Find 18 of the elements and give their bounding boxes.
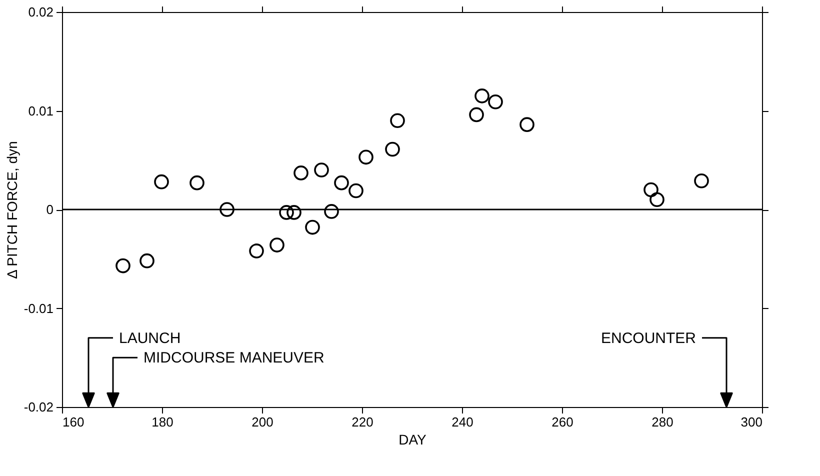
- x-tick-label: 220: [352, 414, 374, 430]
- x-tick-label: 200: [252, 414, 274, 430]
- x-tick-label: 160: [62, 414, 84, 430]
- y-tick-label: 0.02: [28, 4, 54, 20]
- x-tick-label: 280: [652, 414, 674, 430]
- x-tick-label: 300: [740, 414, 762, 430]
- ref-line-label: LAUNCH: [119, 330, 181, 347]
- x-tick-label: 260: [552, 414, 574, 430]
- y-tick-label: 0.01: [28, 103, 54, 118]
- y-tick-label: 0: [46, 202, 54, 217]
- y-axis-title: Δ PITCH FORCE, dyn: [4, 141, 20, 279]
- x-tick-label: 180: [152, 414, 174, 430]
- ref-line-label: ENCOUNTER: [600, 330, 696, 347]
- x-tick-label: 240: [452, 414, 474, 430]
- ref-line-label: MIDCOURSE MANEUVER: [144, 350, 325, 367]
- y-tick-label: -0.02: [24, 400, 54, 414]
- y-tick-label: -0.01: [24, 300, 54, 316]
- x-axis-title: DAY: [398, 432, 428, 448]
